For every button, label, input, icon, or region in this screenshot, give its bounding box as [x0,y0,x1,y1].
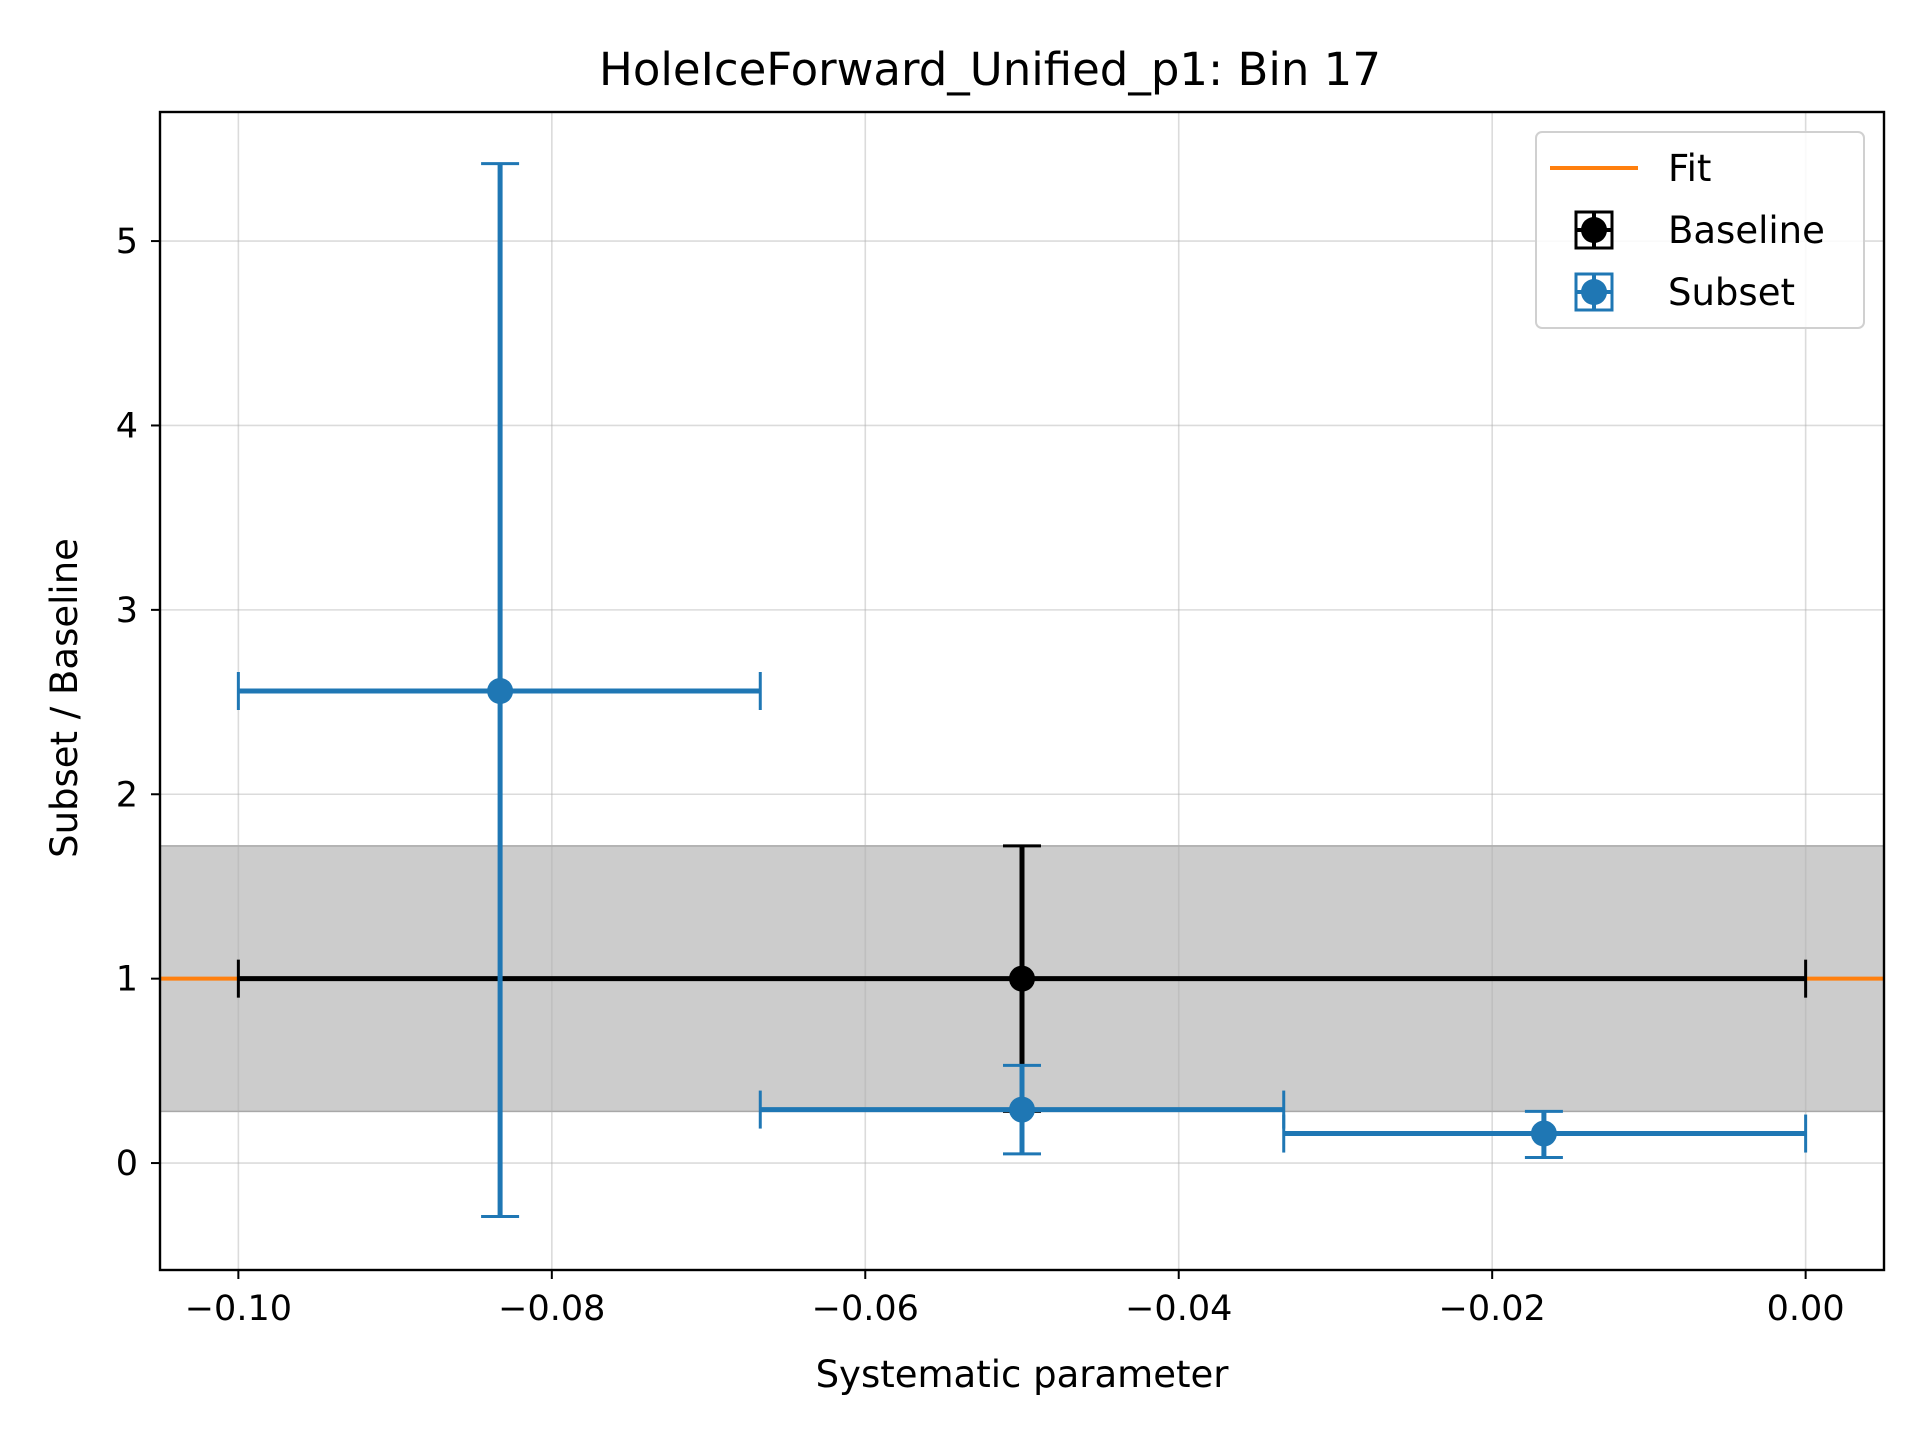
x-tick-label: −0.06 [812,1289,919,1329]
y-tick-label: 2 [116,775,138,815]
y-tick-label: 5 [116,222,138,262]
x-tick-label: −0.10 [185,1289,292,1329]
y-axis-ticks: 0 1 2 3 4 5 [116,222,160,1184]
x-tick-label: 0.00 [1767,1289,1845,1329]
legend-fit-label: Fit [1668,147,1711,190]
x-tick-label: −0.08 [498,1289,605,1329]
x-tick-label: −0.02 [1439,1289,1546,1329]
x-axis-ticks: −0.10 −0.08 −0.06 −0.04 −0.02 0.00 [185,1270,1845,1329]
legend: Fit Baseline Subset [1535,131,1865,329]
y-axis-label: Subset / Baseline [43,538,86,858]
subset-point-1 [236,162,762,1219]
plot-frame [158,110,1886,1272]
y-tick-label: 0 [116,1144,138,1184]
subset-point-3 [1282,1109,1808,1160]
legend-baseline-handle [1574,210,1614,250]
y-tick-label: 4 [116,406,138,446]
chart-title: HoleIceForward_Unified_p1: Bin 17 [599,43,1381,96]
y-tick-label: 3 [116,591,138,631]
subset-point-1-marker [487,678,514,704]
legend-subset-label: Subset [1668,271,1795,314]
subset-point-2 [758,1063,1286,1156]
subset-point-3-marker [1530,1120,1557,1147]
baseline-point-1-marker [1009,965,1035,992]
legend-subset-marker [1581,279,1607,305]
subset-point-2-marker [1009,1096,1035,1123]
legend-baseline-marker [1581,217,1607,243]
legend-box [1535,131,1865,329]
x-tick-label: −0.04 [1125,1289,1232,1329]
legend-baseline-label: Baseline [1668,209,1825,252]
x-axis-label: Systematic parameter [816,1353,1230,1396]
series-layer [160,162,1884,1219]
legend-subset-handle [1574,272,1614,312]
y-tick-label: 1 [116,960,138,1000]
